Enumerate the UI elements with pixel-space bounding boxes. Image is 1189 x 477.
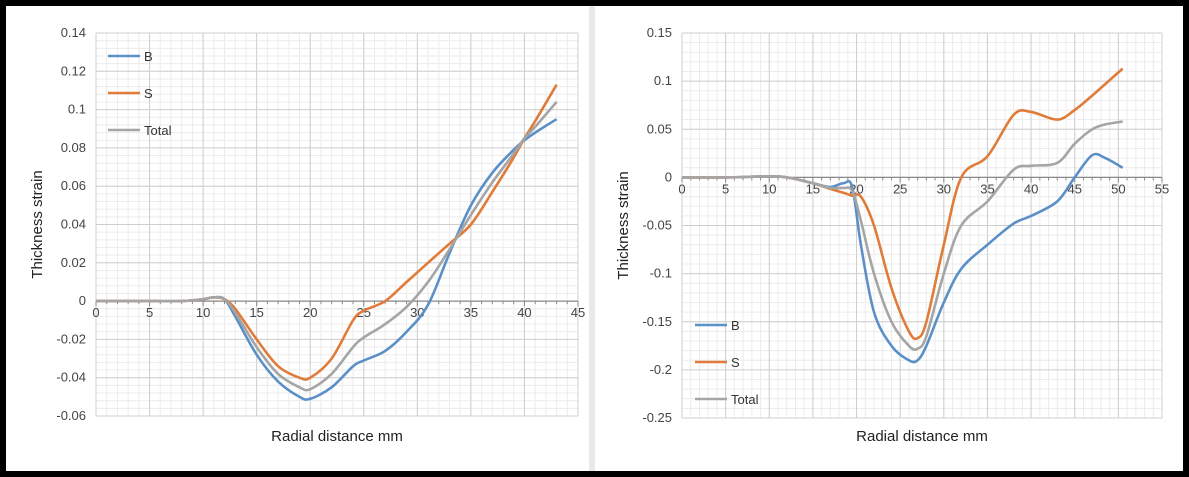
- legend-label: B: [731, 318, 740, 333]
- x-tick-label: 50: [1111, 181, 1125, 196]
- x-tick-label: 15: [249, 305, 263, 320]
- chart-1: 0 5 10 15 20 25 30 35 40 45-0.06-0.04-0.0200.020.…: [29, 25, 585, 445]
- x-axis-title: Radial distance mm: [271, 428, 403, 445]
- series-line-b: [96, 118, 558, 401]
- y-tick-label: -0.25: [642, 410, 672, 425]
- x-tick-label: 35: [980, 181, 994, 196]
- x-tick-label: 5: [722, 181, 729, 196]
- x-tick-label: 20: [303, 305, 317, 320]
- y-axis-title: Thickness strain: [29, 170, 46, 278]
- y-tick-label: -0.2: [650, 362, 672, 377]
- x-tick-label: 0: [92, 305, 99, 320]
- y-tick-label: 0: [79, 293, 86, 308]
- legend-label: B: [144, 49, 153, 64]
- legend-label: S: [731, 355, 740, 370]
- y-tick-label: 0.06: [61, 178, 86, 193]
- y-tick-label: 0.12: [61, 63, 86, 78]
- y-tick-label: 0.1: [654, 73, 672, 88]
- x-tick-label: 10: [762, 181, 776, 196]
- x-tick-label: 0: [678, 181, 685, 196]
- x-tick-label: 30: [937, 181, 951, 196]
- y-tick-label: -0.06: [56, 408, 86, 423]
- chart-2: 0 5 10 15 20 25 30 35 40 45 50 55-0.25-0.2-0.15-0.1…: [615, 25, 1169, 445]
- x-tick-label: 40: [517, 305, 531, 320]
- major-gridlines: [95, 32, 579, 417]
- legend-label: S: [144, 86, 153, 101]
- x-tick-label: 35: [464, 305, 478, 320]
- x-tick-label: 40: [1024, 181, 1038, 196]
- y-tick-label: 0.15: [647, 25, 672, 40]
- y-tick-label: 0.04: [61, 217, 86, 232]
- series-line-total: [681, 120, 1123, 351]
- y-tick-label: 0.05: [647, 121, 672, 136]
- x-tick-label: 25: [893, 181, 907, 196]
- y-tick-label: 0.1: [68, 102, 86, 117]
- x-tick-label: 10: [196, 305, 210, 320]
- legend-label: Total: [144, 123, 172, 138]
- x-tick-label: 55: [1155, 181, 1169, 196]
- x-tick-label: 45: [1067, 181, 1081, 196]
- y-tick-label: -0.15: [642, 314, 672, 329]
- x-axis-title: Radial distance mm: [856, 428, 988, 445]
- y-tick-label: -0.04: [56, 370, 86, 385]
- y-tick-label: -0.1: [650, 266, 672, 281]
- series-line-total: [96, 101, 558, 392]
- y-tick-label: -0.05: [642, 218, 672, 233]
- y-axis-title: Thickness strain: [615, 171, 632, 279]
- x-tick-label: 45: [571, 305, 585, 320]
- y-tick-label: -0.02: [56, 331, 86, 346]
- legend-label: Total: [731, 392, 759, 407]
- panel-divider: [589, 6, 595, 471]
- y-tick-label: 0.02: [61, 255, 86, 270]
- legend: B S Total: [108, 49, 172, 138]
- y-tick-label: 0: [665, 169, 672, 184]
- legend: B S Total: [695, 318, 759, 407]
- series-line-s: [681, 67, 1124, 341]
- x-tick-label: 5: [146, 305, 153, 320]
- y-tick-label: 0.08: [61, 140, 86, 155]
- y-tick-label: 0.14: [61, 25, 86, 40]
